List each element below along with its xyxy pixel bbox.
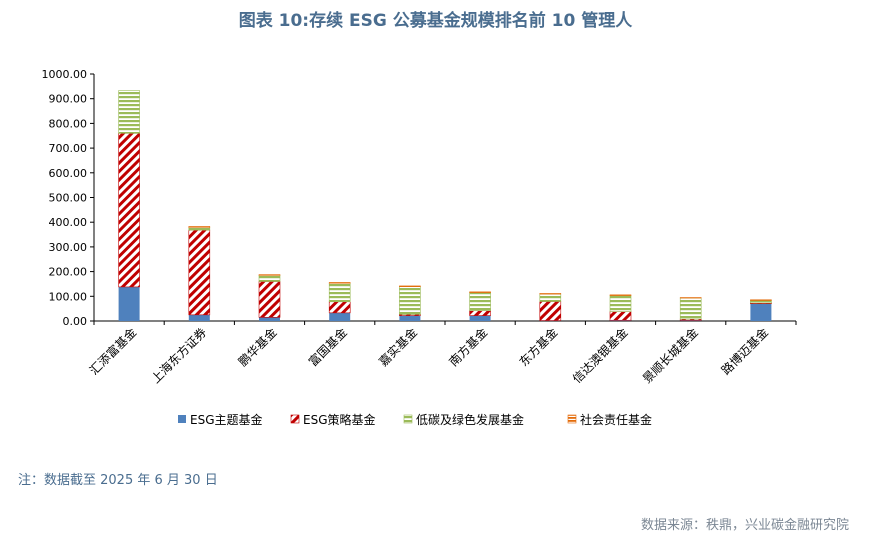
legend-swatch [567,414,577,424]
bar-segment [188,229,211,316]
bar-segment [679,297,702,320]
x-category-label: 鹏华基金 [235,325,280,370]
y-tick-label: 700.00 [49,142,88,155]
bar-segment [118,286,140,321]
bar-segment [609,294,632,296]
legend: ESG主题基金 ESG策略基金 低碳及绿色发展基金 社会责任基金 [178,412,652,427]
bar-segment [399,315,421,321]
chart-title: 图表 10:存续 ESG 公募基金规模排名前 10 管理人 [238,11,633,31]
bar-segment [680,320,702,321]
bar-segment [188,314,210,321]
y-tick-label: 500.00 [49,192,88,205]
y-tick-label: 600.00 [49,167,88,180]
legend-swatch [178,415,186,423]
bar-segment [328,282,351,303]
bar-segment [609,295,632,312]
bar-segment [750,299,772,301]
x-category-label: 信达澳银基金 [569,325,631,387]
bar-segment [258,275,281,282]
legend-swatch [403,414,413,424]
bar-segment [750,303,772,321]
legend-swatch [290,414,300,424]
bar-segment [539,293,562,302]
x-axis: 汇添富基金 上海东方证券 鹏华基金 富国基金 嘉实基金 南方基金 东方基金 信达澳银基金 景顺长… [86,320,797,387]
bar-segment [609,311,632,321]
bar-segment [469,291,491,293]
y-tick-label: 0.00 [63,315,88,328]
bar-segment [399,286,421,315]
bar-segment [539,293,562,295]
y-tick-label: 400.00 [49,216,88,229]
bar-segment [399,285,421,287]
bar-segment [258,281,281,318]
y-tick-label: 1000.00 [42,68,88,81]
bar-stacks [118,90,772,322]
bar-segment [750,300,772,304]
bar-segment [118,132,140,288]
x-category-label: 路博迈基金 [718,325,771,378]
bar-segment [469,315,491,321]
bar-segment [259,317,280,321]
legend-label: 社会责任基金 [580,412,652,427]
bar-segment [469,292,491,311]
bar-segment [610,320,631,321]
legend-label: ESG主题基金 [190,412,263,427]
y-tick-label: 200.00 [49,266,88,279]
x-category-label: 上海东方证券 [148,325,210,387]
bar-segment [329,312,351,321]
y-axis: 0.00 100.00 200.00 300.00 400.00 500.00 600.00… [42,68,95,328]
bar-segment [539,301,562,321]
x-category-label: 嘉实基金 [375,325,420,370]
x-category-label: 东方基金 [516,325,561,370]
bar-segment [328,301,351,314]
y-tick-label: 900.00 [49,93,88,106]
footnote: 注：数据截至 2025 年 6 月 30 日 [18,473,218,488]
y-tick-label: 300.00 [49,241,88,254]
x-category-label: 富国基金 [305,325,350,370]
bar-segment [328,282,351,284]
bar-segment [258,274,281,276]
bar-segment [188,226,211,228]
x-category-label: 景顺长城基金 [639,325,701,387]
bar-segment [188,227,211,231]
legend-label: 低碳及绿色发展基金 [416,412,524,427]
y-tick-label: 100.00 [49,290,88,303]
x-category-label: 南方基金 [446,325,491,370]
bar-segment [469,310,491,316]
y-tick-label: 800.00 [49,117,88,130]
bar-segment [679,297,702,299]
legend-label: ESG策略基金 [303,412,376,427]
data-source: 数据来源：秩鼎，兴业碳金融研究院 [640,518,849,533]
bar-segment [118,90,140,134]
x-category-label: 汇添富基金 [86,325,139,378]
